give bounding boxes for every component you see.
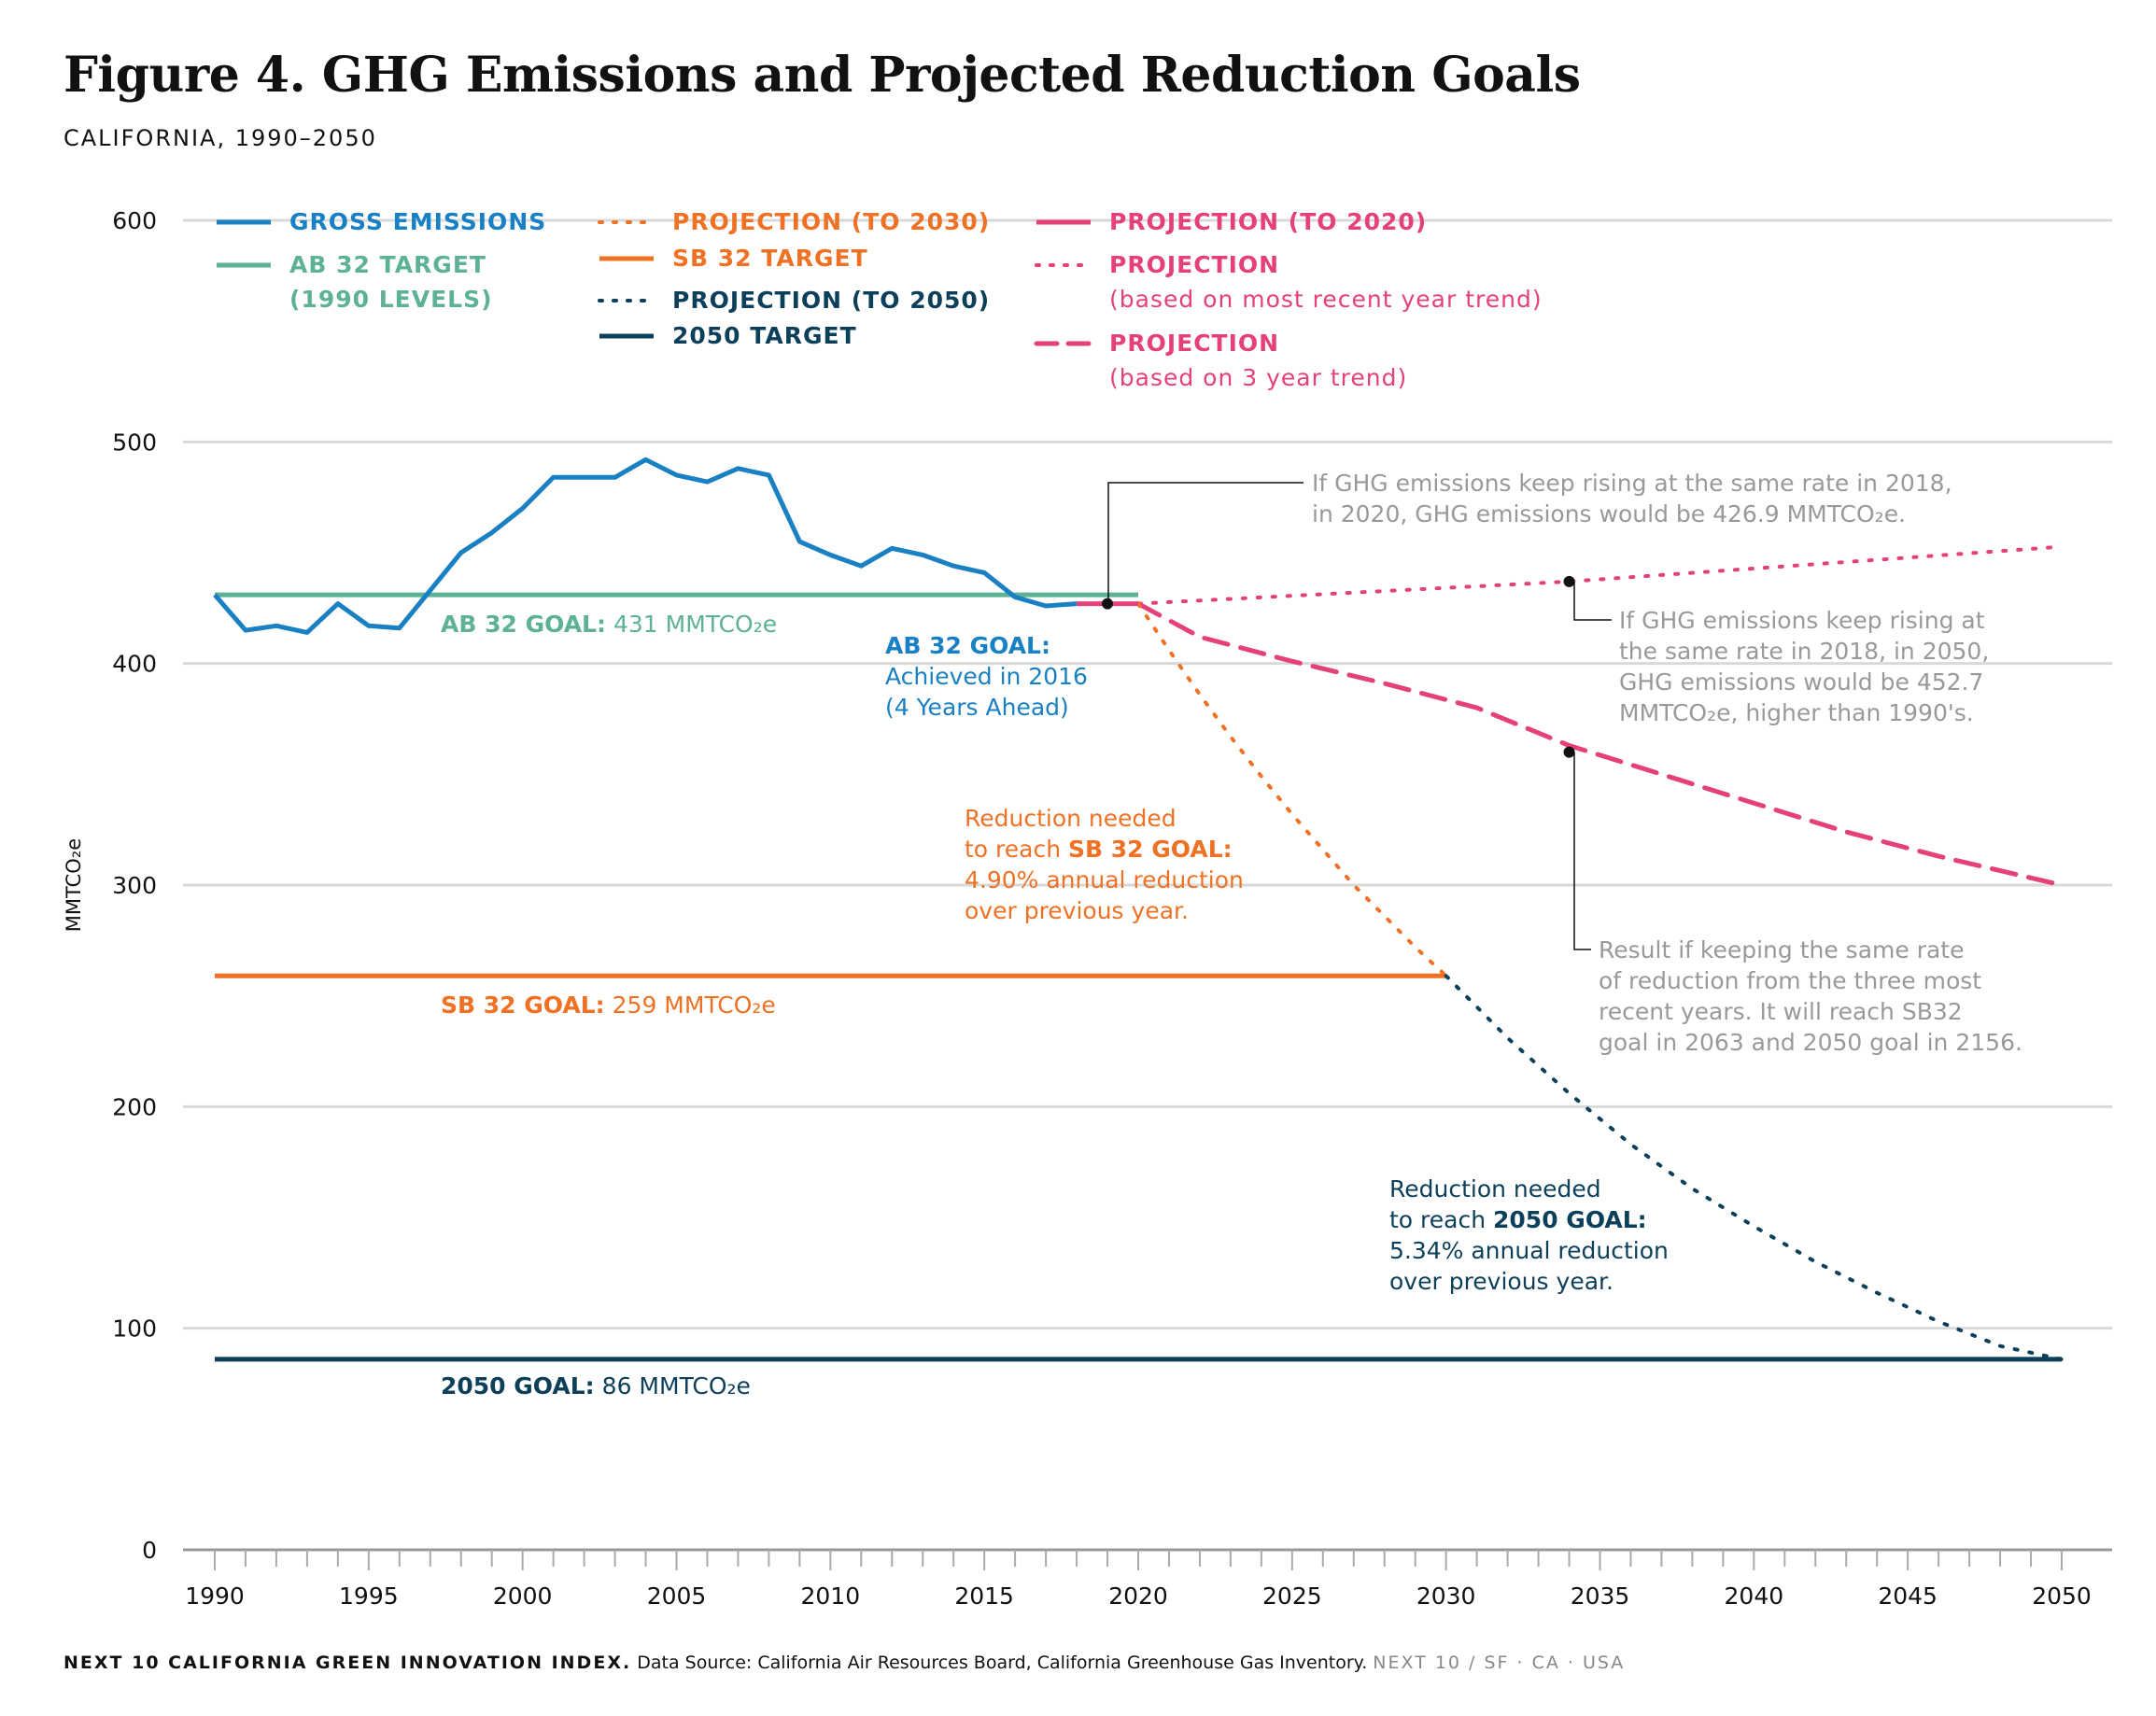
ab32-achieved-line1: AB 32 GOAL: xyxy=(885,632,1050,659)
legend-label-secondary: (1990 LEVELS) xyxy=(289,286,493,313)
y-tick-label: 500 xyxy=(112,429,157,456)
legend-label: PROJECTION (TO 2020) xyxy=(1109,208,1427,235)
goal2050-reduction-line2a: to reach xyxy=(1389,1206,1493,1233)
x-tick-label: 1995 xyxy=(339,1582,399,1610)
y-axis-label: MMTCO₂e xyxy=(63,838,85,932)
x-tick-label: 2030 xyxy=(1416,1582,1476,1610)
goal2050-reduction-line4: over previous year. xyxy=(1389,1268,1613,1295)
footer-org: NEXT 10 / SF · CA · USA xyxy=(1373,1653,1626,1673)
page-title: Figure 4. GHG Emissions and Projected Re… xyxy=(63,47,1581,104)
page-subtitle: CALIFORNIA, 1990–2050 xyxy=(63,125,377,151)
leader-2050 xyxy=(1573,582,1612,621)
note-2050-line1: If GHG emissions keep rising at xyxy=(1619,607,1985,634)
series-projection-to-2050--dotted xyxy=(1444,974,2064,1361)
footer-source: Data Source: California Air Resources Bo… xyxy=(637,1653,1368,1673)
legend-label: SB 32 TARGET xyxy=(672,245,868,272)
series-projection-to-2030--dotted xyxy=(1136,601,1448,978)
sb32-reduction-line3: 4.90% annual reduction xyxy=(965,866,1244,893)
sb32-goal-label-value: 259 MMTCO₂e xyxy=(613,992,776,1019)
sb32-reduction-line2b: SB 32 GOAL: xyxy=(1068,836,1233,863)
data-marker xyxy=(1563,746,1575,758)
goal2050-reduction-note: Reduction needed to reach 2050 GOAL: 5.3… xyxy=(1389,1175,1676,1295)
x-tick-label: 2040 xyxy=(1725,1582,1784,1610)
ab32-goal-label-bold: AB 32 GOAL: xyxy=(441,611,606,638)
note-3yr-line2: of reduction from the three most xyxy=(1599,967,1981,994)
legend: GROSS EMISSIONS AB 32 TARGET (1990 LEVELS)… xyxy=(217,208,1543,391)
x-tick-label: 2050 xyxy=(2032,1582,2092,1610)
goal2050-reduction-line3: 5.34% annual reduction xyxy=(1389,1237,1669,1264)
x-tick-label: 2045 xyxy=(1878,1582,1938,1610)
series-projection-dashed xyxy=(1135,601,2064,888)
note-2050-line3: GHG emissions would be 452.7 xyxy=(1619,668,1983,696)
legend-label-secondary: (based on most recent year trend) xyxy=(1109,286,1543,313)
ab32-goal-label: AB 32 GOAL: 431 MMTCO₂e xyxy=(441,611,777,638)
legend-label: AB 32 TARGET xyxy=(289,251,486,278)
annotations: AB 32 GOAL: 431 MMTCO₂e SB 32 GOAL: 259 MM… xyxy=(441,470,2022,1400)
y-tick-label: 100 xyxy=(112,1315,157,1343)
legend-label: PROJECTION xyxy=(1109,330,1279,357)
y-tick-label: 400 xyxy=(112,651,157,678)
note-2020-line2: in 2020, GHG emissions would be 426.9 MM… xyxy=(1312,500,1906,527)
ab32-achieved-line3: (4 Years Ahead) xyxy=(885,694,1069,721)
note-2050-line4: MMTCO₂e, higher than 1990's. xyxy=(1619,699,1974,726)
x-tick-label: 2005 xyxy=(647,1582,707,1610)
note-2050: If GHG emissions keep rising at the same… xyxy=(1619,607,1996,726)
sb32-goal-label-bold: SB 32 GOAL: xyxy=(441,992,605,1019)
sb32-reduction-line2a: to reach xyxy=(965,836,1068,863)
sb32-reduction-line1: Reduction needed xyxy=(965,805,1177,832)
leader-2020 xyxy=(1107,482,1303,605)
goal-2050-label-bold: 2050 GOAL: xyxy=(441,1372,595,1400)
series-gross-emissions-solid xyxy=(213,457,1078,635)
x-tick-label: 2025 xyxy=(1262,1582,1322,1610)
sb32-reduction-note: Reduction needed to reach SB 32 GOAL: 4.… xyxy=(965,805,1251,924)
legend-label: PROJECTION (TO 2030) xyxy=(672,208,990,235)
footer: NEXT 10 CALIFORNIA GREEN INNOVATION INDE… xyxy=(63,1653,1625,1673)
data-marker xyxy=(1563,575,1575,587)
grid-lines xyxy=(183,218,2112,1330)
ab32-achieved-note: AB 32 GOAL: Achieved in 2016 (4 Years Ah… xyxy=(885,632,1095,721)
y-tick-label: 300 xyxy=(112,872,157,899)
x-tick-label: 2035 xyxy=(1571,1582,1630,1610)
x-tick-label: 2010 xyxy=(801,1582,861,1610)
series-projection-dotted xyxy=(1136,544,2064,606)
sb32-goal-label: SB 32 GOAL: 259 MMTCO₂e xyxy=(441,992,776,1019)
goal-2050-label: 2050 GOAL: 86 MMTCO₂e xyxy=(441,1372,751,1400)
note-2020: If GHG emissions keep rising at the same… xyxy=(1312,470,1959,527)
ab32-achieved-line2: Achieved in 2016 xyxy=(885,663,1088,690)
legend-label: GROSS EMISSIONS xyxy=(289,208,546,235)
goal2050-reduction-line2b: 2050 GOAL: xyxy=(1493,1206,1647,1233)
note-2050-line2: the same rate in 2018, in 2050, xyxy=(1619,638,1989,665)
sb32-reduction-line4: over previous year. xyxy=(965,897,1189,924)
footer-brand: NEXT 10 CALIFORNIA GREEN INNOVATION INDE… xyxy=(63,1653,632,1673)
leader-3yr xyxy=(1573,752,1591,950)
legend-label: PROJECTION xyxy=(1109,251,1279,278)
legend-label: 2050 TARGET xyxy=(672,322,857,349)
note-3yr-line1: Result if keeping the same rate xyxy=(1599,936,1965,963)
legend-label: PROJECTION (TO 2050) xyxy=(672,287,990,314)
legend-label-secondary: (based on 3 year trend) xyxy=(1109,364,1407,391)
note-3yr-line4: goal in 2063 and 2050 goal in 2156. xyxy=(1599,1029,2022,1056)
x-tick-label: 1990 xyxy=(185,1582,245,1610)
y-tick-label: 0 xyxy=(142,1537,157,1564)
ab32-goal-label-value: 431 MMTCO₂e xyxy=(613,611,777,638)
markers xyxy=(1102,575,1575,758)
x-tick-label: 2020 xyxy=(1108,1582,1168,1610)
x-tick-label: 2000 xyxy=(493,1582,553,1610)
note-3yr: Result if keeping the same rate of reduc… xyxy=(1599,936,2022,1056)
note-2020-line1: If GHG emissions keep rising at the same… xyxy=(1312,470,1952,497)
y-tick-label: 600 xyxy=(112,207,157,234)
y-tick-label: 200 xyxy=(112,1093,157,1120)
x-tick-label: 2015 xyxy=(954,1582,1014,1610)
axes: 0 100 200 300 400 500 600 1990 1995 2000 2005 2010 2… xyxy=(63,207,2112,1610)
goal2050-reduction-line1: Reduction needed xyxy=(1389,1175,1601,1203)
note-3yr-line3: recent years. It will reach SB32 xyxy=(1599,998,1963,1025)
data-marker xyxy=(1102,598,1114,610)
goal-2050-label-value: 86 MMTCO₂e xyxy=(602,1372,751,1400)
